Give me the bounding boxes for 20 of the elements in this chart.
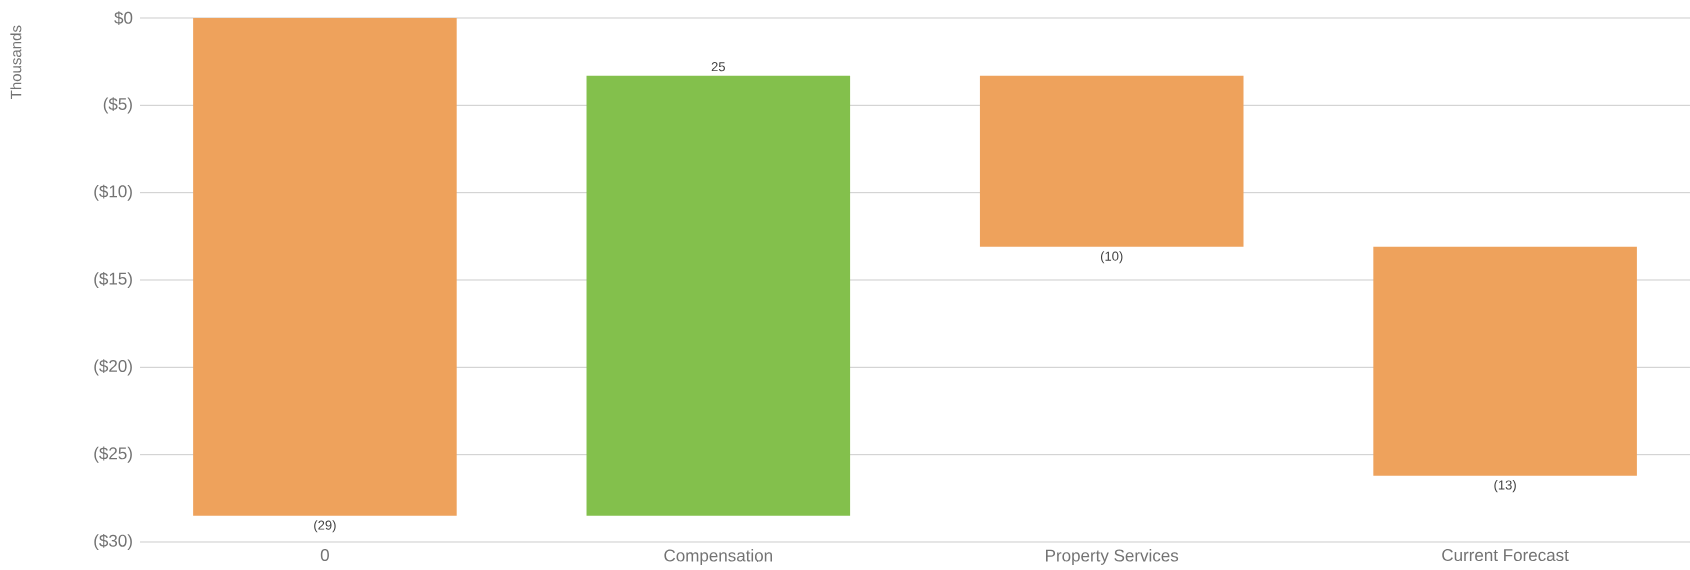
y-tick-label: ($30) — [94, 533, 132, 551]
data-label: 25 — [711, 62, 725, 72]
bar — [1373, 246, 1637, 476]
x-tick-label: Compensation — [664, 549, 772, 565]
x-tick-label: 0 — [320, 549, 329, 562]
x-tick-label: Property Services — [1046, 549, 1179, 565]
y-tick-label: ($15) — [94, 271, 132, 289]
x-tick-label: Current Forecast — [1442, 549, 1569, 562]
data-label: (29) — [314, 520, 336, 533]
bar — [193, 18, 457, 516]
bar — [586, 75, 851, 516]
y-tick-label: ($20) — [94, 359, 132, 376]
y-tick-label: ($10) — [94, 184, 132, 201]
y-tick-label: $0 — [114, 11, 133, 25]
y-axis-title: Thousands — [10, 25, 22, 99]
data-label: (13) — [1494, 480, 1516, 493]
y-tick-label: ($25) — [94, 446, 132, 463]
data-label: (10) — [1100, 251, 1123, 264]
y-tick-label: ($5) — [103, 97, 132, 114]
bar — [979, 75, 1244, 247]
